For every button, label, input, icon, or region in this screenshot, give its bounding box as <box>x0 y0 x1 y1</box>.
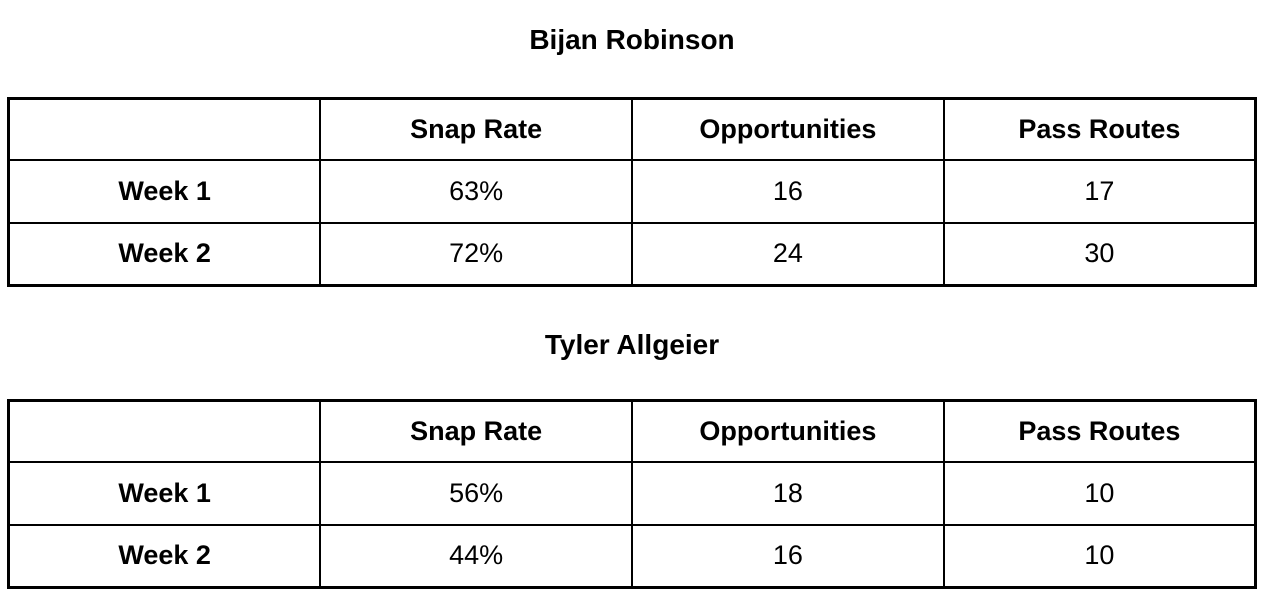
cell-snap-rate: 56% <box>319 460 633 526</box>
table-title: Bijan Robinson <box>529 24 735 55</box>
cell-opportunities: 24 <box>631 221 945 287</box>
table-row-week-2: Week 2 44% 16 10 <box>7 523 1257 589</box>
cell-pass-routes: 10 <box>942 523 1257 589</box>
column-header-pass-routes: Pass Routes <box>942 399 1257 463</box>
corner-cell <box>7 399 322 463</box>
cell-snap-rate: 44% <box>319 523 633 589</box>
corner-cell <box>7 97 322 161</box>
table-row-week-2: Week 2 72% 24 30 <box>7 221 1257 287</box>
cell-opportunities: 16 <box>631 523 945 589</box>
column-header-opportunities: Opportunities <box>631 97 945 161</box>
column-header-opportunities: Opportunities <box>631 399 945 463</box>
cell-pass-routes: 30 <box>942 221 1257 287</box>
table-body: Week 1 63% 16 17 Week 2 72% 24 30 <box>7 158 1257 287</box>
column-header-snap-rate: Snap Rate <box>319 399 633 463</box>
cell-pass-routes: 10 <box>942 460 1257 526</box>
cell-opportunities: 18 <box>631 460 945 526</box>
stats-table-tyler-allgeier: Snap Rate Opportunities Pass Routes Week… <box>7 399 1257 589</box>
table-row-week-1: Week 1 56% 18 10 <box>7 460 1257 526</box>
player-section-tyler-allgeier: Tyler Allgeier Snap Rate Opportunities P… <box>0 287 1264 589</box>
table-head: Snap Rate Opportunities Pass Routes <box>7 97 1257 161</box>
header-row: Snap Rate Opportunities Pass Routes <box>7 97 1257 161</box>
header-row: Snap Rate Opportunities Pass Routes <box>7 399 1257 463</box>
cell-opportunities: 16 <box>631 158 945 224</box>
column-header-snap-rate: Snap Rate <box>319 97 633 161</box>
table-row-week-1: Week 1 63% 16 17 <box>7 158 1257 224</box>
row-label: Week 2 <box>7 523 322 589</box>
table-title: Tyler Allgeier <box>544 329 720 360</box>
cell-snap-rate: 63% <box>319 158 633 224</box>
row-label: Week 2 <box>7 221 322 287</box>
player-section-bijan-robinson: Bijan Robinson Snap Rate Opportunities P… <box>0 0 1264 287</box>
table-head: Snap Rate Opportunities Pass Routes <box>7 399 1257 463</box>
stats-table-bijan-robinson: Snap Rate Opportunities Pass Routes Week… <box>7 97 1257 287</box>
cell-snap-rate: 72% <box>319 221 633 287</box>
column-header-pass-routes: Pass Routes <box>942 97 1257 161</box>
cell-pass-routes: 17 <box>942 158 1257 224</box>
row-label: Week 1 <box>7 460 322 526</box>
row-label: Week 1 <box>7 158 322 224</box>
table-body: Week 1 56% 18 10 Week 2 44% 16 10 <box>7 460 1257 589</box>
